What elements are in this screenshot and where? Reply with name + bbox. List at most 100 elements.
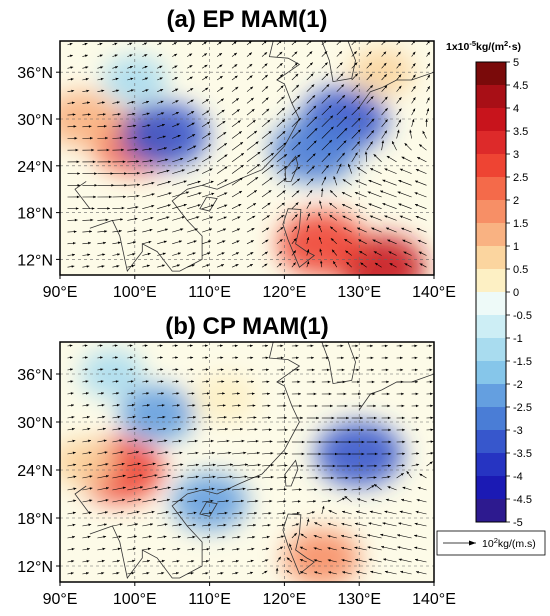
flux-vector-head	[281, 202, 285, 206]
flux-vector-head	[222, 121, 226, 124]
flux-vector-head	[314, 404, 318, 408]
colorbar-bin	[476, 407, 506, 431]
flux-vector-head	[344, 496, 348, 499]
flux-vector-head	[164, 523, 168, 526]
flux-vector-head	[206, 560, 209, 563]
flux-vector-head	[294, 533, 297, 536]
flux-vector-head	[234, 344, 238, 348]
flux-vector-head	[400, 380, 404, 384]
flux-vector-head	[193, 511, 197, 515]
flux-vector-head	[86, 265, 90, 268]
flux-vector-head	[398, 97, 402, 101]
flux-vector-head	[386, 227, 389, 230]
flux-vector-head	[289, 543, 292, 547]
flux-vector-head	[106, 475, 109, 478]
flux-vector-head	[208, 156, 212, 159]
flux-vector-head	[361, 440, 365, 444]
flux-vector-head	[137, 171, 140, 175]
flux-vector-head	[124, 183, 128, 187]
flux-vector-head	[223, 228, 226, 231]
flux-vector-head	[121, 148, 124, 152]
flux-vector-head	[412, 108, 416, 112]
flux-vector-head	[208, 416, 212, 419]
flux-vector-head	[329, 202, 333, 206]
flux-vector-head	[327, 94, 331, 98]
flux-vector-head	[309, 62, 313, 66]
flux-vector-head	[399, 510, 403, 514]
colorbar-bin	[476, 430, 506, 454]
flux-vector-head	[368, 522, 372, 525]
flux-vector-head	[311, 84, 315, 88]
flux-vector-head	[153, 498, 157, 501]
flux-vector-head	[72, 451, 76, 455]
flux-vector-head	[250, 97, 254, 101]
flux-vector-head	[355, 510, 359, 514]
flux-vector-head	[105, 463, 109, 466]
flux-vector-head	[430, 428, 434, 432]
flux-vector-head	[72, 535, 75, 539]
flux-vector-head	[132, 112, 136, 116]
flux-vector-head	[330, 126, 334, 130]
flux-vector-head	[342, 510, 345, 514]
flux-vector-head	[137, 183, 140, 187]
flux-vector-head	[176, 392, 180, 395]
panel-a: (a) EP MAM(1) 90°E 100°E 110°E 120°E 130°E 14…	[17, 6, 456, 301]
flux-vector-head	[299, 559, 303, 562]
flux-vector-head	[357, 167, 361, 170]
flux-vector-head	[297, 154, 301, 158]
flux-vector-head	[330, 404, 333, 408]
flux-vector-head	[236, 240, 240, 243]
flux-vector-head	[372, 239, 376, 242]
flux-vector-head	[208, 240, 212, 243]
colorbar-bin	[476, 200, 506, 224]
flux-vector-head	[103, 241, 106, 245]
flux-vector-head	[306, 518, 310, 522]
flux-vector-head	[280, 227, 284, 230]
colorbar-bin	[476, 246, 506, 270]
flux-vector-head	[360, 416, 363, 420]
flux-vector-head	[220, 87, 224, 90]
flux-vector-head	[412, 63, 416, 67]
x-tick-label: 110°E	[188, 284, 231, 301]
flux-vector-head	[417, 239, 421, 243]
flux-vector-head	[332, 464, 336, 468]
flux-vector-head	[269, 142, 273, 145]
flux-vector-head	[416, 416, 419, 420]
flux-vector-head	[245, 463, 248, 466]
flux-vector-head	[132, 253, 136, 256]
flux-vector-head	[255, 439, 259, 443]
flux-vector-head	[87, 535, 91, 539]
coastline	[321, 41, 356, 83]
flux-vector-head	[242, 487, 246, 491]
flux-vector-head	[122, 498, 125, 502]
flux-vector-head	[180, 228, 184, 231]
flux-vector-head	[179, 451, 183, 455]
flux-vector-head	[193, 145, 197, 149]
flux-vector-head	[348, 163, 351, 167]
flux-vector-head	[256, 164, 260, 167]
flux-vector-head	[284, 476, 288, 479]
flux-vector-head	[175, 368, 179, 371]
flux-vector-head	[91, 148, 95, 152]
flux-vector-head	[72, 113, 76, 116]
flux-vector-head	[283, 500, 287, 503]
flux-vector-head	[221, 264, 224, 267]
flux-vector-head	[254, 511, 257, 515]
flux-vector-head	[374, 464, 378, 468]
flux-vector-head	[151, 204, 155, 208]
flux-vector-head	[122, 486, 126, 490]
flux-vector-head	[401, 227, 405, 231]
flux-vector-head	[328, 392, 332, 396]
flux-vector-head	[134, 136, 137, 139]
colorbar-tick-label: 4.5	[513, 80, 528, 92]
flux-vector-head	[344, 116, 347, 120]
flux-vector-head	[180, 499, 184, 502]
flux-vector-head	[398, 119, 401, 123]
flux-vector-head	[422, 130, 425, 134]
flux-vector-head	[206, 548, 210, 551]
flux-vector-head	[416, 499, 420, 502]
flux-vector-head	[401, 498, 405, 502]
flux-vector-head	[340, 73, 344, 77]
flux-vector-head	[255, 499, 259, 503]
flux-vector-head	[226, 499, 229, 503]
